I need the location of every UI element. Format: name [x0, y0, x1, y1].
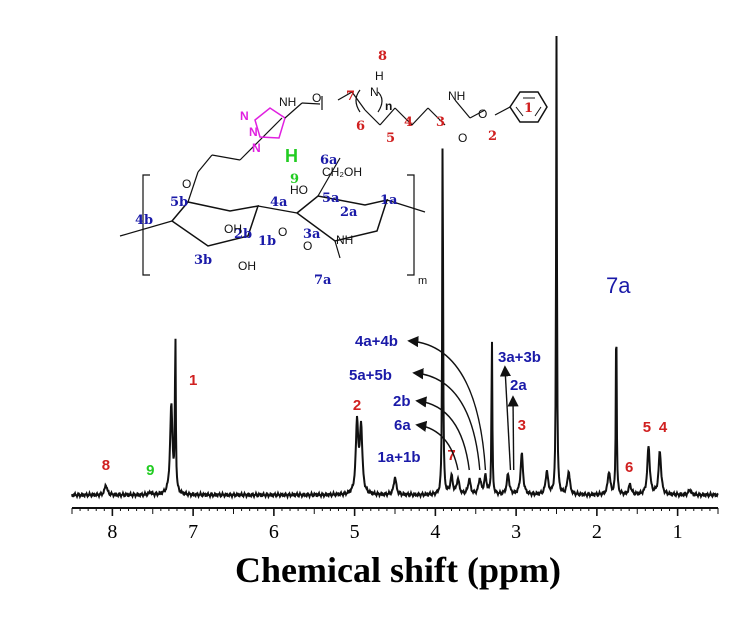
mol-n3: 3 — [436, 115, 445, 130]
mol-2a: 2a — [340, 205, 358, 220]
mol-o1: O — [312, 91, 321, 105]
x-axis: 8 7 6 5 4 3 2 1 — [71, 507, 719, 543]
mol-n5: 5 — [386, 131, 395, 146]
arrow-label: 4a+4b — [355, 333, 398, 350]
mol-n6: 6 — [356, 119, 365, 134]
arrow-label: 3a+3b — [498, 349, 541, 366]
x-tick-label: 7 — [188, 521, 198, 543]
assignment-arrow — [415, 396, 470, 471]
x-tick-label: 1 — [673, 521, 683, 543]
x-tick-label: 6 — [269, 521, 279, 543]
mol-n8: 8 — [378, 49, 387, 64]
mol-2b: 2b — [234, 227, 252, 242]
arrow-label: 2a — [510, 377, 527, 394]
assignment-arrow — [499, 365, 512, 471]
polymer-bracket-left — [142, 174, 150, 276]
mol-o5: O — [182, 177, 191, 191]
mol-oh1: OH — [224, 222, 242, 236]
mol-4b: 4b — [135, 213, 153, 228]
assignment-arrow — [507, 395, 519, 471]
x-tick-label: 8 — [107, 521, 117, 543]
x-tick-label: 2 — [592, 521, 602, 543]
mol-ho: HO — [290, 183, 308, 197]
polymer-bracket-right — [407, 174, 415, 276]
arrow-label: 2b — [393, 393, 411, 410]
spectrum-line — [71, 35, 719, 501]
h9-label: H — [285, 146, 298, 166]
mol-nh3: NH — [336, 233, 353, 247]
polymer-m-label: m — [418, 275, 427, 287]
mol-1a: 1a — [380, 193, 398, 208]
mol-3a: 3a — [303, 227, 321, 242]
peak-label-7a: 7a — [606, 273, 631, 298]
mol-ch2oh: CH₂OH — [322, 165, 362, 179]
peak-label: 8 — [102, 457, 110, 474]
triazole-n3: N — [252, 141, 261, 155]
peak-label: 1a+1b — [378, 449, 421, 466]
triazole-n1: N — [240, 109, 249, 123]
mol-n1: 1 — [524, 101, 533, 116]
n9-label: 9 — [290, 172, 299, 187]
assignment-arrow — [415, 420, 459, 471]
benzene-ring — [509, 91, 548, 123]
mol-4a: 4a — [270, 195, 288, 210]
arrow-label: 6a — [394, 417, 411, 434]
peak-label: 1 — [189, 372, 197, 389]
assignment-arrow — [412, 368, 481, 471]
x-axis-title: Chemical shift (ppm) — [235, 550, 561, 590]
mol-nh-h: H — [375, 69, 384, 83]
peak-label: 9 — [146, 462, 154, 479]
x-tick-label: 3 — [511, 521, 521, 543]
assignment-arrow — [407, 336, 487, 471]
peak-label: 3 — [518, 417, 526, 434]
mol-nh2: NH — [448, 89, 465, 103]
peak-label: 5 — [643, 419, 651, 436]
mol-1b: 1b — [258, 234, 276, 249]
mol-n7: 7 — [346, 89, 355, 104]
triazole-n2: N — [249, 125, 258, 139]
x-tick-label: 4 — [430, 521, 440, 543]
mol-5b: 5b — [170, 195, 188, 210]
mol-nh-n: N — [370, 85, 379, 99]
mol-5a: 5a — [322, 191, 340, 206]
molecule-structure: m N N N — [119, 49, 548, 288]
mol-n2: 2 — [488, 129, 497, 144]
triazole-ring — [254, 107, 286, 139]
peak-label: 7 — [447, 447, 455, 464]
mol-3b: 3b — [194, 253, 212, 268]
peak-label: 2 — [353, 397, 361, 414]
peak-label: 6 — [625, 459, 633, 476]
mol-n-sub: n — [385, 99, 392, 113]
x-tick-label: 5 — [350, 521, 360, 543]
mol-o4: O — [303, 239, 312, 253]
peak-labels: 8 9 1 2 1a+1b 7 3 5 4 6 7a — [102, 273, 668, 479]
mol-o2: O — [478, 107, 487, 121]
peak-label: 4 — [659, 419, 668, 436]
mol-o3: O — [458, 131, 467, 145]
mol-oh2: OH — [238, 259, 256, 273]
mol-n4: 4 — [404, 115, 413, 130]
mol-o6: O — [278, 225, 287, 239]
arrow-label: 5a+5b — [349, 367, 392, 384]
mol-6a: 6a — [320, 153, 338, 168]
mol-7a: 7a — [314, 273, 332, 288]
mol-nh1: NH — [279, 95, 296, 109]
